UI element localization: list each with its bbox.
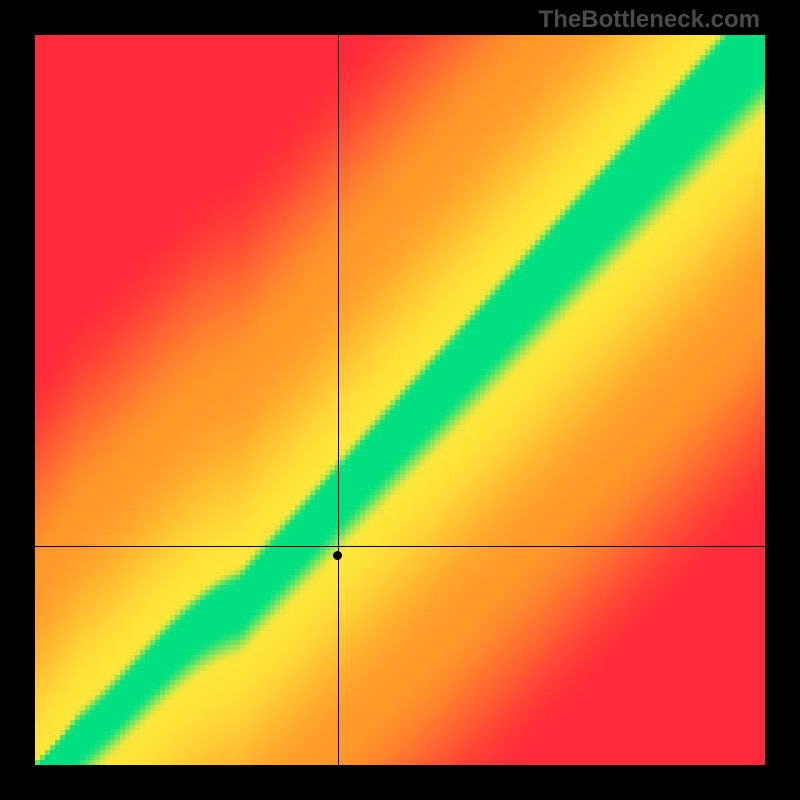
chart-frame: TheBottleneck.com <box>0 0 800 800</box>
bottleneck-heatmap <box>35 35 765 765</box>
crosshair-vertical <box>338 35 339 765</box>
crosshair-horizontal <box>35 546 765 547</box>
selection-marker <box>333 551 342 560</box>
watermark-text: TheBottleneck.com <box>539 6 760 34</box>
